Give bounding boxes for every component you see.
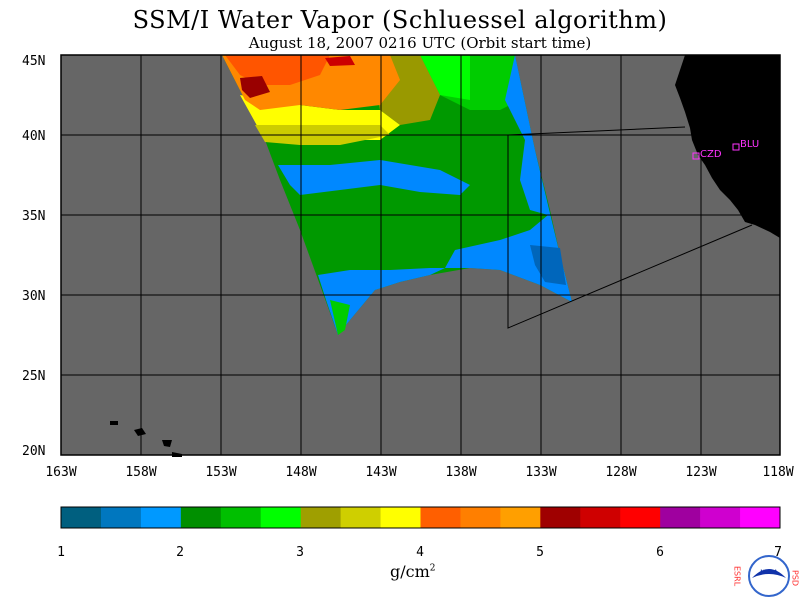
legend-tick-2: 2 bbox=[176, 545, 184, 560]
color-bar-segment bbox=[100, 507, 142, 528]
hawaii-island-niihau bbox=[110, 421, 118, 425]
color-bar-segment bbox=[540, 507, 581, 528]
color-bar-segment bbox=[300, 507, 342, 528]
swath-green-tip bbox=[330, 300, 350, 335]
noaa-logo-circle bbox=[748, 555, 790, 597]
lat-label-40n: 40N bbox=[22, 129, 45, 144]
legend-unit-exponent: 2 bbox=[429, 563, 436, 574]
lat-label-30n: 30N bbox=[22, 289, 45, 304]
swath-darkblue-patch bbox=[530, 245, 566, 285]
lon-label-128w: 128W bbox=[605, 465, 636, 480]
lon-label-148w: 148W bbox=[285, 465, 316, 480]
site-marker-czd bbox=[692, 152, 700, 160]
swath-darkred-spot bbox=[240, 76, 270, 98]
legend-tick-1: 1 bbox=[57, 545, 65, 560]
lat-label-20n: 20N bbox=[22, 444, 45, 459]
hawaii-island-oahu bbox=[134, 428, 146, 436]
legend-tick-7: 7 bbox=[774, 545, 782, 560]
lat-axis: 45N 40N 35N 30N 25N 20N bbox=[22, 54, 45, 459]
lon-label-138w: 138W bbox=[445, 465, 476, 480]
color-bar-segment bbox=[500, 507, 541, 528]
site-marker-blu bbox=[732, 143, 740, 151]
lon-label-143w: 143W bbox=[365, 465, 396, 480]
color-bar-frame bbox=[60, 506, 781, 529]
lat-label-35n: 35N bbox=[22, 209, 45, 224]
chart-title: SSM/I Water Vapor (Schluessel algorithm) bbox=[132, 6, 668, 34]
color-bar-segment bbox=[220, 507, 262, 528]
logo-right-letters: PSD bbox=[791, 570, 800, 586]
lon-label-123w: 123W bbox=[685, 465, 716, 480]
color-bar-segment bbox=[700, 507, 741, 528]
color-bar-segment bbox=[180, 507, 222, 528]
color-bar-ticks: 1 2 3 4 5 6 7 bbox=[57, 545, 782, 560]
color-bar bbox=[61, 507, 781, 528]
lon-label-153w: 153W bbox=[205, 465, 236, 480]
swath-data bbox=[222, 55, 572, 335]
lat-label-25n: 25N bbox=[22, 369, 45, 384]
analysis-domain-outline bbox=[507, 126, 686, 136]
legend-tick-3: 3 bbox=[296, 545, 304, 560]
color-bar-segment bbox=[380, 507, 421, 528]
color-bar-segment bbox=[580, 507, 621, 528]
color-bar-segment bbox=[460, 507, 501, 528]
legend-unit-base: g/cm bbox=[390, 562, 430, 581]
swath-blue-south bbox=[318, 268, 445, 335]
swath-blue-band-middle bbox=[278, 160, 470, 195]
hawaii-island-maui bbox=[162, 440, 172, 447]
noaa-logo-text: NOAA bbox=[760, 569, 778, 576]
color-bar-segment bbox=[620, 507, 661, 528]
swath-blue-east bbox=[445, 55, 572, 302]
site-markers: CZD BLU bbox=[692, 139, 759, 160]
lon-label-163w: 163W bbox=[45, 465, 76, 480]
legend-unit: g/cm2 bbox=[390, 562, 436, 581]
color-bar-segment bbox=[340, 507, 382, 528]
legend-tick-4: 4 bbox=[416, 545, 424, 560]
color-bar-segment bbox=[61, 507, 102, 528]
color-bar-segment bbox=[140, 507, 182, 528]
analysis-domain-west-edge bbox=[507, 135, 753, 329]
noaa-logo: NOAA ESRL PSD bbox=[733, 555, 800, 597]
swath-red-spot bbox=[325, 56, 355, 66]
lon-label-133w: 133W bbox=[525, 465, 556, 480]
map-grid bbox=[61, 55, 780, 455]
site-label-czd: CZD bbox=[700, 149, 722, 160]
color-bar-segment bbox=[260, 507, 302, 528]
color-bar-segment bbox=[420, 507, 461, 528]
logo-left-letters: ESRL bbox=[733, 566, 742, 587]
lon-label-118w: 118W bbox=[762, 465, 793, 480]
map-frame bbox=[60, 54, 781, 456]
legend-tick-5: 5 bbox=[536, 545, 544, 560]
site-label-blu: BLU bbox=[740, 139, 759, 150]
chart-subtitle: August 18, 2007 0216 UTC (Orbit start ti… bbox=[248, 34, 592, 52]
lat-label-45n: 45N bbox=[22, 54, 45, 69]
lon-axis: 163W 158W 153W 148W 143W 138W 133W 128W … bbox=[45, 465, 793, 480]
noaa-logo-bird bbox=[752, 569, 786, 578]
color-bar-segment bbox=[740, 507, 781, 528]
swath-brightgreen-band bbox=[420, 55, 470, 100]
lon-label-158w: 158W bbox=[125, 465, 156, 480]
color-bar-segment bbox=[660, 507, 701, 528]
legend-tick-6: 6 bbox=[656, 545, 664, 560]
